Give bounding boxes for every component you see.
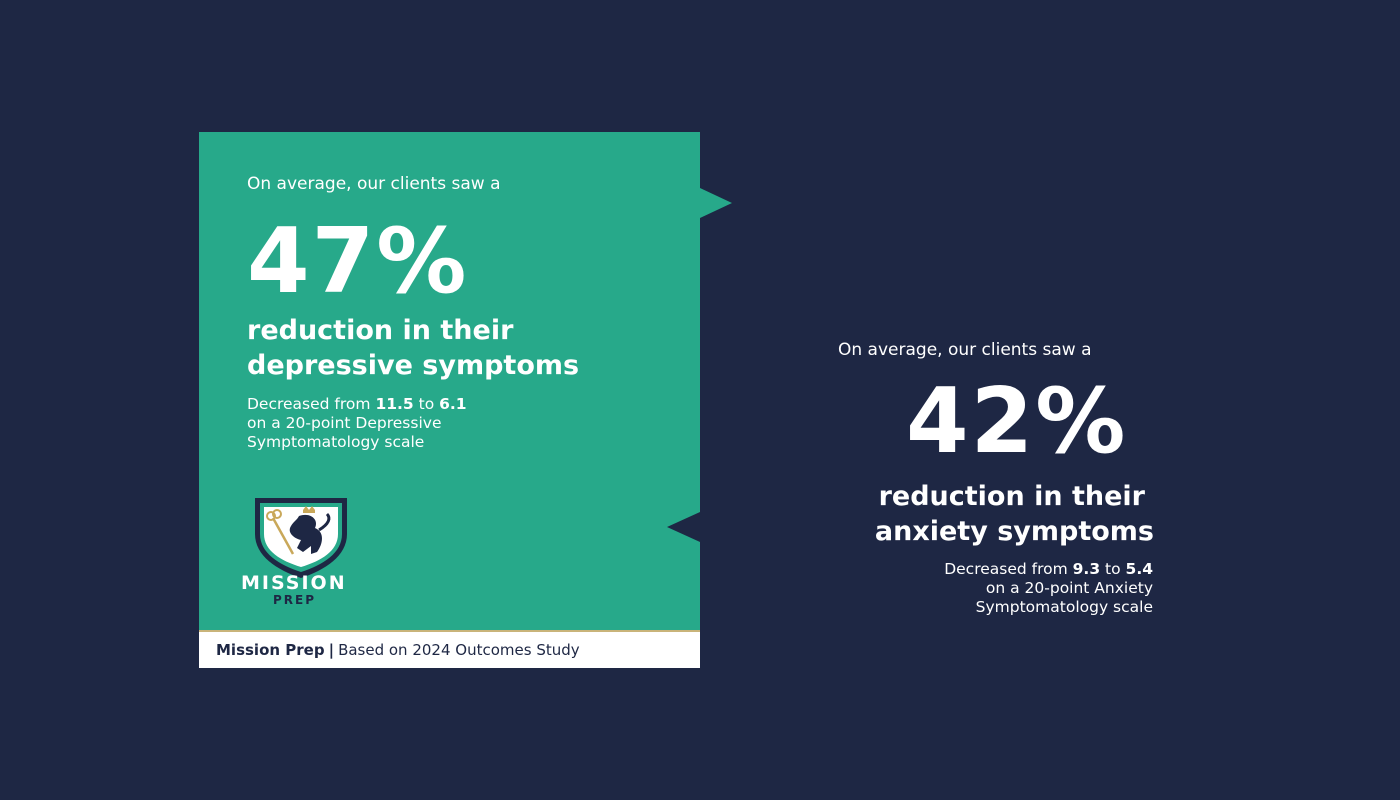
anxiety-intro: On average, our clients saw a — [838, 340, 1092, 360]
anxiety-headline-1: reduction in their — [878, 481, 1145, 512]
logo-text-mission: MISSION — [241, 572, 347, 594]
to-value: 5.4 — [1125, 560, 1153, 578]
depression-stat-card: On average, our clients saw a 47% reduct… — [199, 132, 700, 668]
anxiety-headline-2: anxiety symptoms — [874, 516, 1154, 547]
detail-line-3: Symptomatology scale — [247, 433, 425, 451]
detail-prefix: Decreased from — [247, 395, 376, 413]
depression-intro: On average, our clients saw a — [247, 174, 501, 194]
detail-prefix: Decreased from — [944, 560, 1073, 578]
detail-line-3: Symptomatology scale — [975, 598, 1153, 616]
detail-line-2: on a 20-point Anxiety — [985, 579, 1153, 597]
logo-text-prep: PREP — [273, 593, 317, 607]
footer-source: Based on 2024 Outcomes Study — [338, 641, 580, 659]
depression-percent: 47% — [247, 209, 469, 314]
card-notch-left — [667, 512, 700, 542]
card-pointer-right — [700, 188, 732, 218]
detail-line-2: on a 20-point Depressive — [247, 414, 442, 432]
footer-brand: Mission Prep — [216, 641, 325, 659]
anxiety-percent: 42% — [906, 369, 1128, 474]
depression-headline-1: reduction in their — [247, 315, 514, 346]
footer-bar: Mission Prep | Based on 2024 Outcomes Stud… — [199, 630, 700, 668]
anxiety-detail: Decreased from 9.3 to 5.4 on a 20-point … — [944, 560, 1153, 617]
depression-headline-2: depressive symptoms — [247, 350, 580, 381]
to-word: to — [1100, 560, 1126, 578]
to-word: to — [413, 395, 440, 413]
from-value: 9.3 — [1072, 560, 1101, 578]
footer-separator: | — [328, 641, 335, 659]
shield-lion-key-icon — [255, 498, 347, 578]
depression-detail: Decreased from 11.5 to 6.1 on a 20-point… — [247, 395, 467, 452]
from-value: 11.5 — [375, 395, 414, 413]
to-value: 6.1 — [439, 395, 467, 413]
